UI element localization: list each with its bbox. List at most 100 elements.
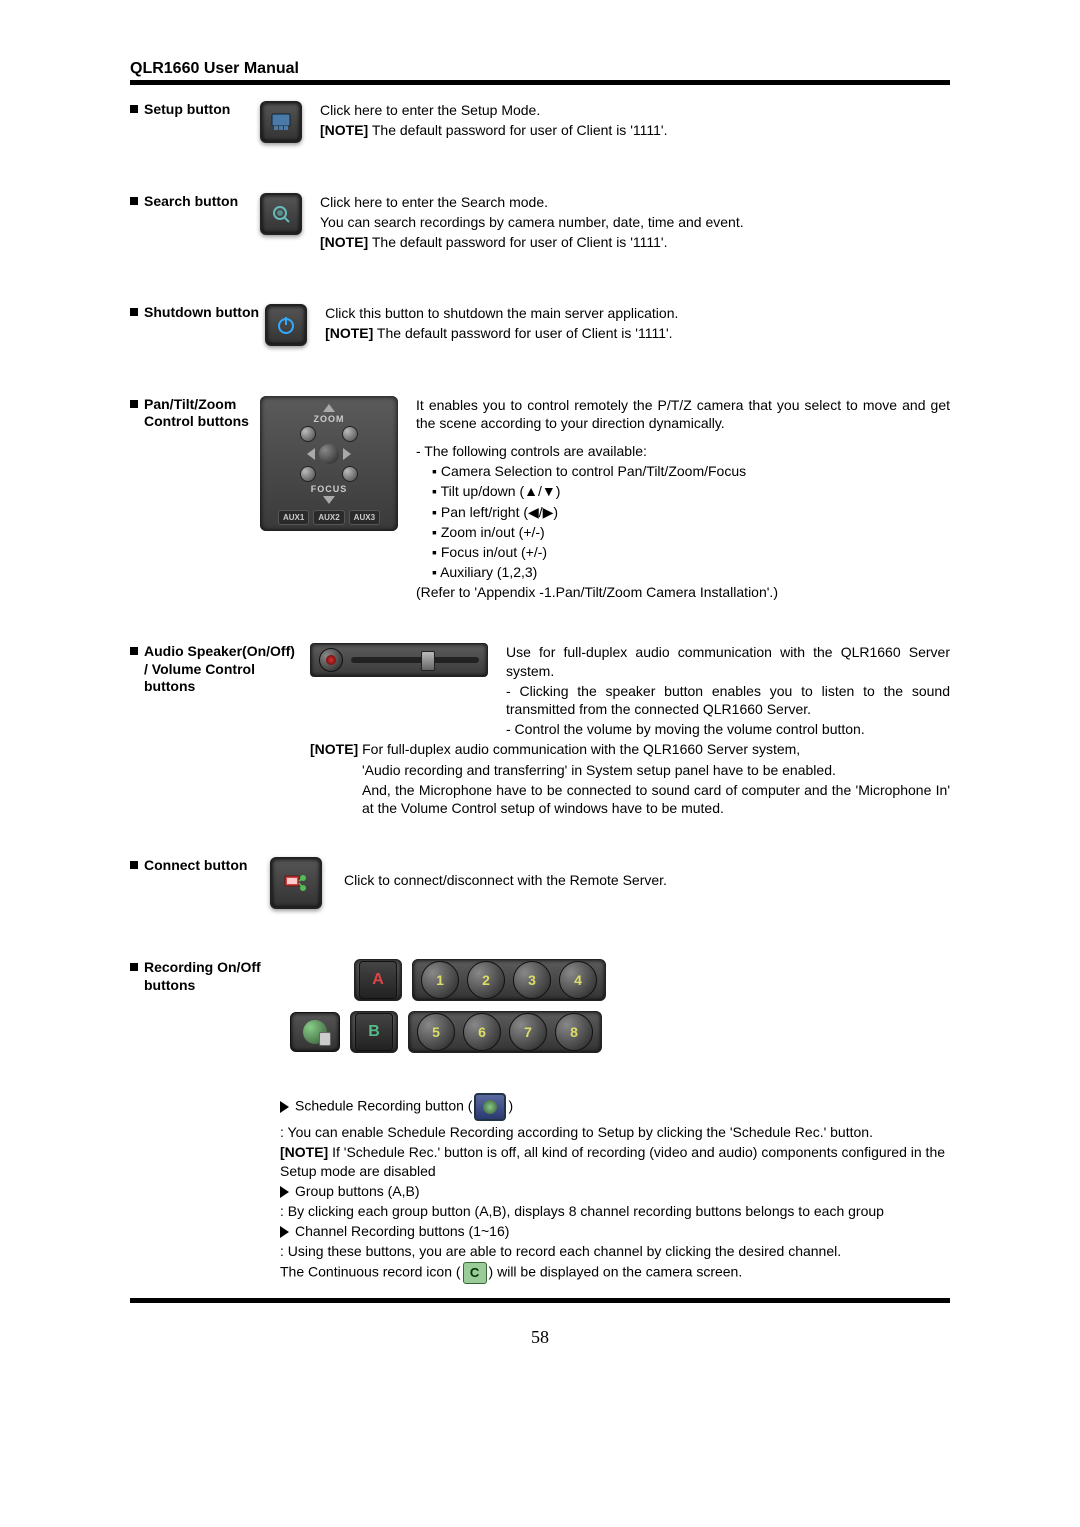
rec-label2: buttons bbox=[144, 977, 195, 993]
audio-label2: / Volume Control bbox=[144, 661, 255, 677]
ptz-center[interactable] bbox=[319, 444, 339, 464]
ptz-focus-in[interactable] bbox=[342, 466, 358, 482]
desc-setup: Click here to enter the Setup Mode. [NOT… bbox=[320, 101, 950, 141]
chan-title: Channel Recording buttons (1~16) bbox=[295, 1223, 509, 1239]
channels-5-8: 5 6 7 8 bbox=[408, 1011, 602, 1053]
desc-connect: Click to connect/disconnect with the Rem… bbox=[344, 857, 950, 891]
bullet bbox=[130, 197, 138, 205]
speaker-toggle[interactable] bbox=[319, 648, 343, 672]
volume-slider[interactable] bbox=[351, 657, 479, 663]
group-heading: Group buttons (A,B) bbox=[280, 1182, 950, 1200]
chan-l1a: : Using these buttons, you are able to r… bbox=[280, 1242, 950, 1260]
channel-2[interactable]: 2 bbox=[467, 961, 505, 999]
triangle-icon bbox=[280, 1226, 289, 1238]
audio-note1: For full-duplex audio communication with… bbox=[358, 741, 800, 757]
label-ptz: Pan/Tilt/Zoom Control buttons bbox=[144, 396, 249, 431]
chan-heading: Channel Recording buttons (1~16) bbox=[280, 1222, 950, 1240]
channel-6[interactable]: 6 bbox=[463, 1013, 501, 1051]
setup-note: [NOTE] The default password for user of … bbox=[320, 121, 950, 139]
group-a-button[interactable]: A bbox=[359, 961, 397, 999]
group-l1: : By clicking each group button (A,B), d… bbox=[280, 1202, 950, 1220]
ptz-focus-label: FOCUS bbox=[264, 484, 394, 494]
label-recording: Recording On/Off buttons bbox=[144, 959, 261, 994]
ptz-pan-left-icon[interactable] bbox=[307, 448, 315, 460]
ptz-b6: ▪ Auxiliary (1,2,3) bbox=[432, 563, 950, 581]
setup-line1: Click here to enter the Setup Mode. bbox=[320, 101, 950, 119]
section-shutdown: Shutdown button Click this button to shu… bbox=[130, 304, 950, 346]
ptz-aux3[interactable]: AUX3 bbox=[349, 510, 380, 525]
note-text: The default password for user of Client … bbox=[368, 122, 667, 138]
note-text: The default password for user of Client … bbox=[368, 234, 667, 250]
ptz-b5: ▪ Focus in/out (+/-) bbox=[432, 543, 950, 561]
ptz-b4: ▪ Zoom in/out (+/-) bbox=[432, 523, 950, 541]
recording-panel: A 1 2 3 4 B bbox=[290, 959, 606, 1063]
group-b-button[interactable]: B bbox=[355, 1013, 393, 1051]
ptz-pan-right-icon[interactable] bbox=[343, 448, 351, 460]
ptz-zoom-out[interactable] bbox=[300, 426, 316, 442]
chan-l1b-post: ) will be displayed on the camera screen… bbox=[489, 1264, 743, 1280]
ptz-label1: Pan/Tilt/Zoom bbox=[144, 396, 236, 412]
channel-8[interactable]: 8 bbox=[555, 1013, 593, 1051]
sched-note-text: If 'Schedule Rec.' button is off, all ki… bbox=[280, 1144, 945, 1178]
desc-shutdown: Click this button to shutdown the main s… bbox=[325, 304, 950, 344]
audio-line3: - Control the volume by moving the volum… bbox=[506, 720, 950, 738]
rec-label1: Recording On/Off bbox=[144, 959, 261, 975]
channel-7[interactable]: 7 bbox=[509, 1013, 547, 1051]
ptz-panel[interactable]: ZOOM FOCUS AUX1 AUX2 AUX3 bbox=[260, 396, 398, 531]
audio-note3: And, the Microphone have to be connected… bbox=[362, 781, 950, 817]
ptz-aux2[interactable]: AUX2 bbox=[313, 510, 344, 525]
setup-button-icon[interactable] bbox=[260, 101, 302, 143]
desc-audio-top: Use for full-duplex audio communication … bbox=[506, 643, 950, 740]
audio-line1: Use for full-duplex audio communication … bbox=[506, 643, 950, 679]
chan-l1b-pre: The Continuous record icon ( bbox=[280, 1264, 461, 1280]
shutdown-line1: Click this button to shutdown the main s… bbox=[325, 304, 950, 322]
section-connect: Connect button Click to connect/disconne… bbox=[130, 857, 950, 909]
ptz-tilt-up-icon[interactable] bbox=[323, 404, 335, 412]
ptz-zoom-in[interactable] bbox=[342, 426, 358, 442]
connect-button-icon[interactable] bbox=[270, 857, 322, 909]
note-text: The default password for user of Client … bbox=[373, 325, 672, 341]
audio-label1: Audio Speaker(On/Off) bbox=[144, 643, 295, 659]
sched-title-close: ) bbox=[508, 1098, 513, 1114]
page-title: QLR1660 User Manual bbox=[130, 60, 950, 78]
ptz-line2: - The following controls are available: bbox=[416, 442, 950, 460]
page-container: QLR1660 User Manual Setup button Click h… bbox=[0, 0, 1080, 1388]
audio-panel bbox=[310, 643, 488, 677]
shutdown-button-icon[interactable] bbox=[265, 304, 307, 346]
ptz-line3: (Refer to 'Appendix -1.Pan/Tilt/Zoom Cam… bbox=[416, 583, 950, 601]
ptz-zoom-label: ZOOM bbox=[264, 414, 394, 424]
group-title: Group buttons (A,B) bbox=[295, 1183, 420, 1199]
search-button-icon[interactable] bbox=[260, 193, 302, 235]
label-audio: Audio Speaker(On/Off) / Volume Control b… bbox=[144, 643, 295, 696]
page-number: 58 bbox=[130, 1327, 950, 1348]
sched-l1: : You can enable Schedule Recording acco… bbox=[280, 1123, 950, 1141]
section-search: Search button Click here to enter the Se… bbox=[130, 193, 950, 254]
bullet bbox=[130, 400, 138, 408]
search-note: [NOTE] The default password for user of … bbox=[320, 233, 950, 251]
ptz-label2: Control buttons bbox=[144, 413, 249, 429]
volume-thumb[interactable] bbox=[421, 651, 435, 671]
ptz-tilt-down-icon[interactable] bbox=[323, 496, 335, 504]
bullet bbox=[130, 308, 138, 316]
channels-1-4: 1 2 3 4 bbox=[412, 959, 606, 1001]
channel-5[interactable]: 5 bbox=[417, 1013, 455, 1051]
schedule-rec-icon bbox=[303, 1020, 327, 1044]
channel-1[interactable]: 1 bbox=[421, 961, 459, 999]
desc-ptz: It enables you to control remotely the P… bbox=[416, 396, 950, 604]
audio-label3: buttons bbox=[144, 678, 195, 694]
ptz-aux1[interactable]: AUX1 bbox=[278, 510, 309, 525]
note-label: [NOTE] bbox=[320, 234, 368, 250]
channel-4[interactable]: 4 bbox=[559, 961, 597, 999]
label-search: Search button bbox=[144, 193, 238, 211]
bottom-rule bbox=[130, 1298, 950, 1303]
channel-3[interactable]: 3 bbox=[513, 961, 551, 999]
desc-audio-note: [NOTE] For full-duplex audio communicati… bbox=[310, 740, 950, 817]
ptz-focus-out[interactable] bbox=[300, 466, 316, 482]
triangle-icon bbox=[280, 1101, 289, 1113]
audio-note: [NOTE] For full-duplex audio communicati… bbox=[310, 740, 950, 758]
schedule-rec-button[interactable] bbox=[290, 1012, 340, 1052]
ptz-b3: ▪ Pan left/right (◀/▶) bbox=[432, 503, 950, 521]
section-setup: Setup button Click here to enter the Set… bbox=[130, 101, 950, 143]
note-label: [NOTE] bbox=[310, 741, 358, 757]
label-shutdown: Shutdown button bbox=[144, 304, 259, 322]
